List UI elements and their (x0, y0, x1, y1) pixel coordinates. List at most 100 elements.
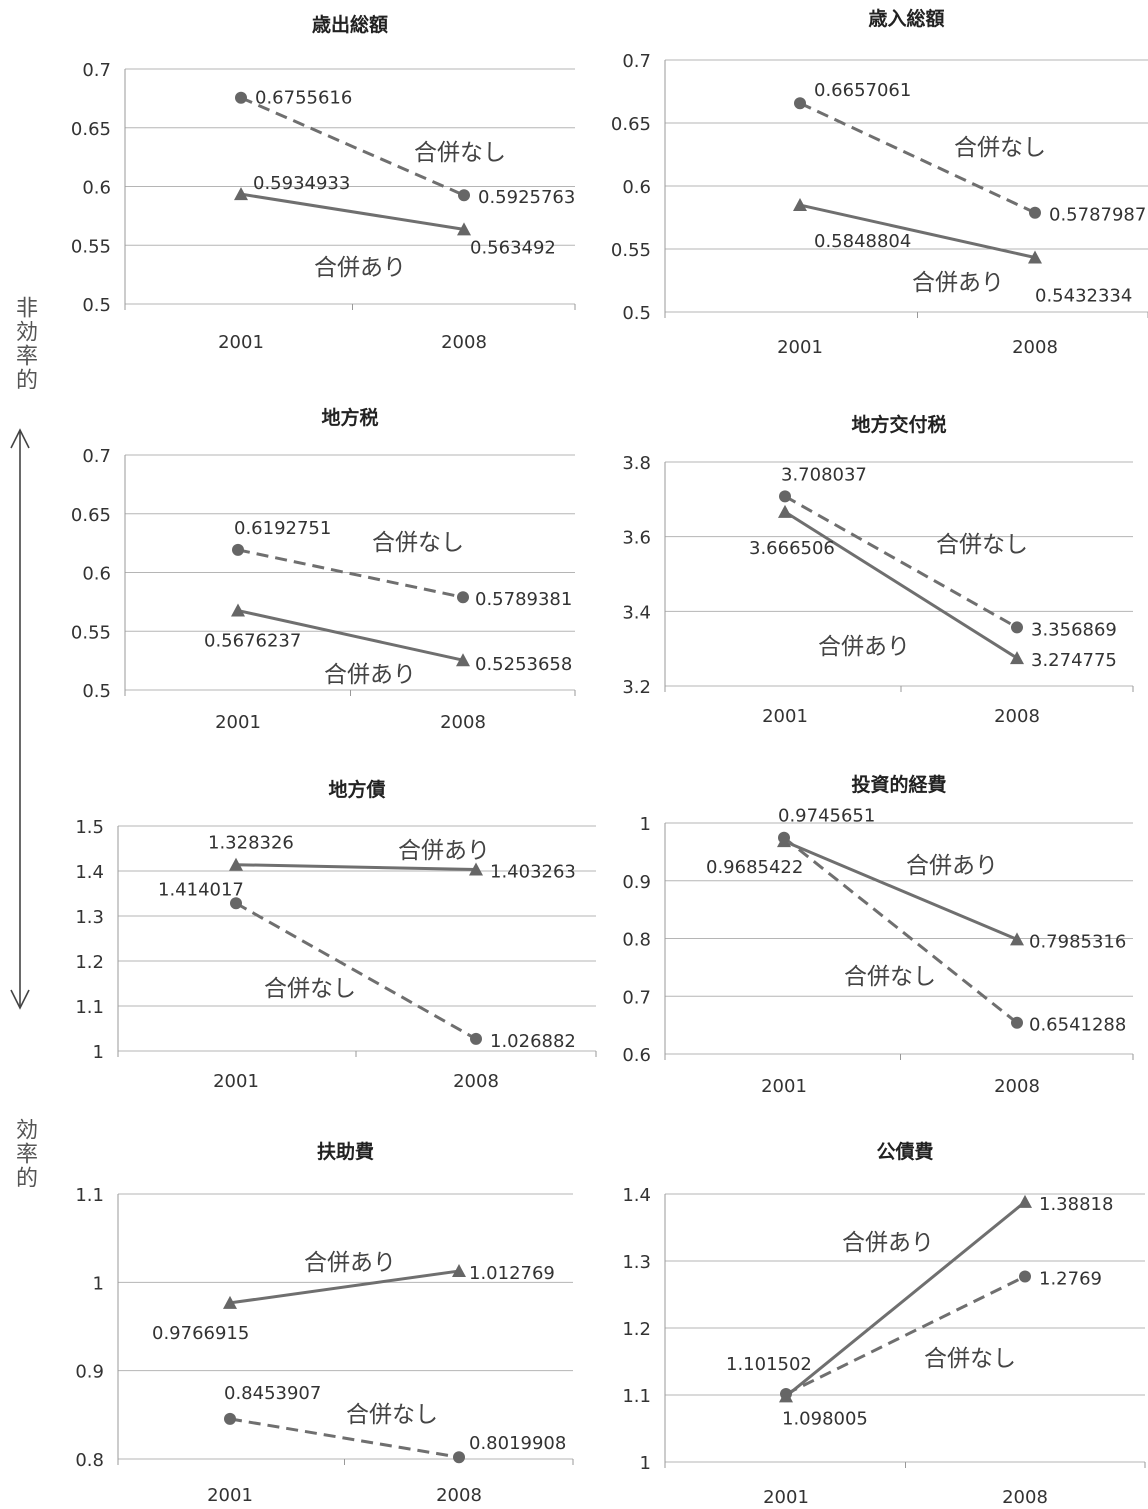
y-tick-label: 0.9 (622, 872, 651, 893)
y-tick-label: 0.65 (71, 119, 111, 140)
data-label: 0.7985316 (1029, 931, 1126, 952)
y-tick-label: 0.65 (71, 505, 111, 526)
chart-panel: 歳出総額 0.5 0.55 0.6 0.65 0.7 2001 2008 0.6755616 0.… (71, 13, 576, 353)
data-point-circle (235, 91, 247, 104)
y-tick-label: 0.8 (622, 930, 651, 951)
y-tick-label: 3.4 (622, 602, 651, 623)
data-point-circle (1019, 1270, 1031, 1283)
y-tick-label: 1.4 (622, 1185, 651, 1206)
data-point-triangle (231, 603, 245, 617)
x-tick-label: 2001 (762, 706, 808, 727)
data-point-triangle (1010, 932, 1024, 946)
data-point-circle (470, 1032, 482, 1045)
data-point-circle (794, 97, 806, 110)
series-line-dashed (783, 836, 1018, 1024)
y-tick-label: 1.1 (75, 1185, 104, 1206)
x-tick-label: 2001 (777, 337, 823, 358)
y-tick-label: 1.3 (622, 1252, 651, 1273)
y-tick-label: 0.7 (82, 446, 111, 467)
series-name-label: 合併あり (842, 1230, 934, 1256)
y-tick-label: 0.6 (622, 177, 651, 198)
x-tick-label: 2001 (207, 1485, 253, 1506)
x-tick-label: 2001 (761, 1076, 807, 1097)
x-tick-label: 2008 (453, 1071, 499, 1092)
data-point-circle (1011, 1016, 1023, 1029)
data-point-triangle (457, 222, 471, 236)
chart-title: 歳入総額 (868, 7, 944, 30)
x-tick-label: 2008 (441, 332, 487, 353)
y-tick-label: 3.2 (622, 677, 651, 698)
chart-title: 公債費 (876, 1140, 933, 1163)
chart-panel: 歳入総額 0.5 0.55 0.6 0.65 0.7 2001 2008 0.6657061 0.… (611, 7, 1148, 358)
inefficient-label: 非効率的 (12, 296, 37, 392)
series-line-solid (235, 863, 477, 872)
y-tick-label: 0.5 (622, 303, 651, 324)
data-label: 1.2769 (1039, 1268, 1102, 1289)
x-tick-label: 2001 (215, 712, 261, 733)
data-label: 0.5789381 (475, 589, 572, 610)
data-label: 0.8453907 (224, 1383, 321, 1404)
y-tick-label: 0.65 (611, 114, 651, 135)
data-point-circle (779, 490, 791, 503)
x-tick-label: 2008 (436, 1485, 482, 1506)
data-label: 0.9766915 (152, 1323, 249, 1344)
y-tick-label: 1.3 (75, 907, 104, 928)
x-tick-label: 2001 (218, 332, 264, 353)
chart-panel: 地方交付税 3.2 3.4 3.6 3.8 2001 2008 3.708037 3.35686… (622, 413, 1134, 727)
series-line-solid (240, 192, 465, 231)
data-label: 3.356869 (1031, 619, 1117, 640)
series-name-label: 合併あり (398, 838, 490, 864)
data-point-circle (1011, 621, 1023, 634)
series-name-label: 合併あり (304, 1250, 396, 1276)
x-tick-label: 2008 (994, 706, 1040, 727)
data-point-triangle (223, 1295, 237, 1309)
data-label: 0.6541288 (1029, 1015, 1126, 1036)
data-point-circle (230, 897, 242, 910)
chart-title: 地方債 (328, 778, 385, 801)
chart-panel: 公債費 1 1.1 1.2 1.3 1.4 2001 2008 1.098005 1.38818 合… (622, 1140, 1146, 1508)
chart-panel: 扶助費 0.8 0.9 1 1.1 2001 2008 0.9766915 1.012769 合併… (75, 1140, 574, 1506)
chart-panel: 地方債 1 1.1 1.2 1.3 1.4 1.5 2001 2008 1.328326 1.403… (75, 778, 597, 1092)
data-point-triangle (793, 198, 807, 212)
data-label: 0.6755616 (255, 88, 352, 109)
series-line-dashed (785, 1275, 1026, 1396)
y-tick-label: 0.7 (622, 987, 651, 1008)
series-line-dashed (784, 495, 1018, 629)
y-tick-label: 1.4 (75, 862, 104, 883)
y-tick-label: 0.5 (82, 295, 111, 316)
data-label: 1.403263 (490, 862, 576, 883)
series-line-solid (784, 510, 1018, 660)
chart-title: 歳出総額 (312, 13, 388, 36)
data-point-circle (1029, 206, 1041, 219)
data-point-circle (453, 1451, 465, 1464)
y-tick-label: 0.55 (71, 622, 111, 643)
data-label: 0.9685422 (706, 857, 803, 878)
data-label: 3.708037 (781, 464, 867, 485)
data-label: 1.101502 (726, 1354, 812, 1375)
x-tick-label: 2001 (763, 1487, 809, 1508)
y-tick-label: 1 (640, 814, 651, 835)
series-name-label: 合併なし (954, 135, 1046, 161)
efficient-label: 効率的 (12, 1118, 37, 1190)
y-tick-label: 0.7 (82, 60, 111, 81)
efficiency-arrow (10, 428, 30, 1010)
data-point-circle (780, 1387, 792, 1400)
data-label: 0.5432334 (1035, 286, 1132, 307)
y-tick-label: 1.1 (622, 1386, 651, 1407)
series-line-solid (799, 203, 1036, 259)
series-name-label: 合併なし (346, 1402, 438, 1428)
series-name-label: 合併なし (372, 530, 464, 556)
series-line-solid (783, 839, 1018, 941)
data-label: 0.5848804 (814, 231, 911, 252)
data-label: 0.5934933 (253, 173, 350, 194)
data-label: 1.414017 (158, 879, 244, 900)
data-point-triangle (452, 1264, 466, 1278)
data-label: 3.666506 (749, 538, 835, 559)
y-tick-label: 0.6 (82, 564, 111, 585)
data-label: 1.026882 (490, 1031, 576, 1052)
y-tick-label: 0.55 (611, 240, 651, 261)
data-label: 0.5787987 (1049, 205, 1146, 226)
chart-title: 扶助費 (317, 1140, 374, 1163)
data-label: 0.6192751 (234, 518, 331, 539)
